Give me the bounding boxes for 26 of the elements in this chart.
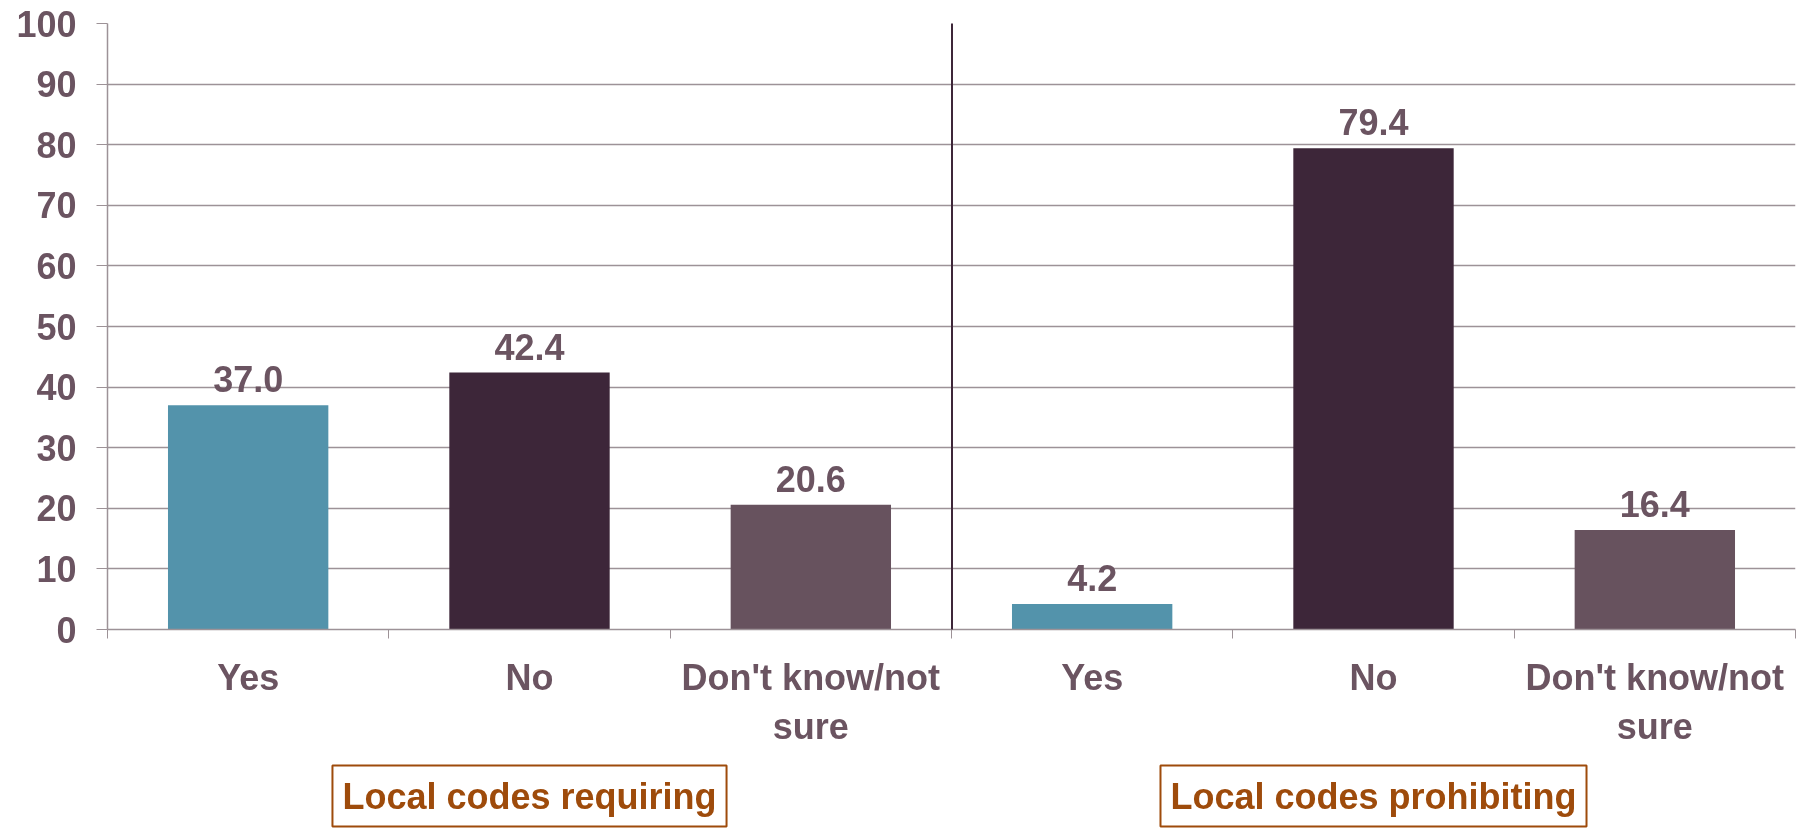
data-label: 4.2 <box>1067 558 1118 600</box>
data-label: 20.6 <box>775 458 846 500</box>
y-tick-label: 40 <box>36 367 77 409</box>
bar <box>167 405 329 630</box>
bar <box>449 372 610 630</box>
x-tick-label: No <box>1349 656 1398 698</box>
y-tick-label: 20 <box>36 488 77 530</box>
x-axis-title: Local codes prohibiting <box>1170 775 1577 817</box>
y-tick-label: 100 <box>16 3 77 45</box>
x-tick-label: Yes <box>1061 656 1124 698</box>
x-tick-label: Don't know/not sure <box>1525 656 1785 747</box>
data-label: 42.4 <box>494 326 565 368</box>
y-tick-label: 60 <box>36 245 77 287</box>
y-tick-label: 80 <box>36 124 77 166</box>
y-tick-label: 0 <box>56 609 77 651</box>
bar <box>730 504 892 630</box>
y-tick-label: 10 <box>36 548 77 590</box>
y-tick-label: 50 <box>36 306 77 348</box>
x-tick-label: No <box>505 656 554 698</box>
y-tick-label: 90 <box>36 64 77 106</box>
y-tick-label: 70 <box>36 185 77 227</box>
y-tick-label: 30 <box>36 427 77 469</box>
x-tick-label: Don't know/not sure <box>681 656 941 747</box>
data-label: 79.4 <box>1338 102 1409 144</box>
x-tick-label: Yes <box>217 656 280 698</box>
x-axis-title: Local codes requiring <box>342 775 717 817</box>
